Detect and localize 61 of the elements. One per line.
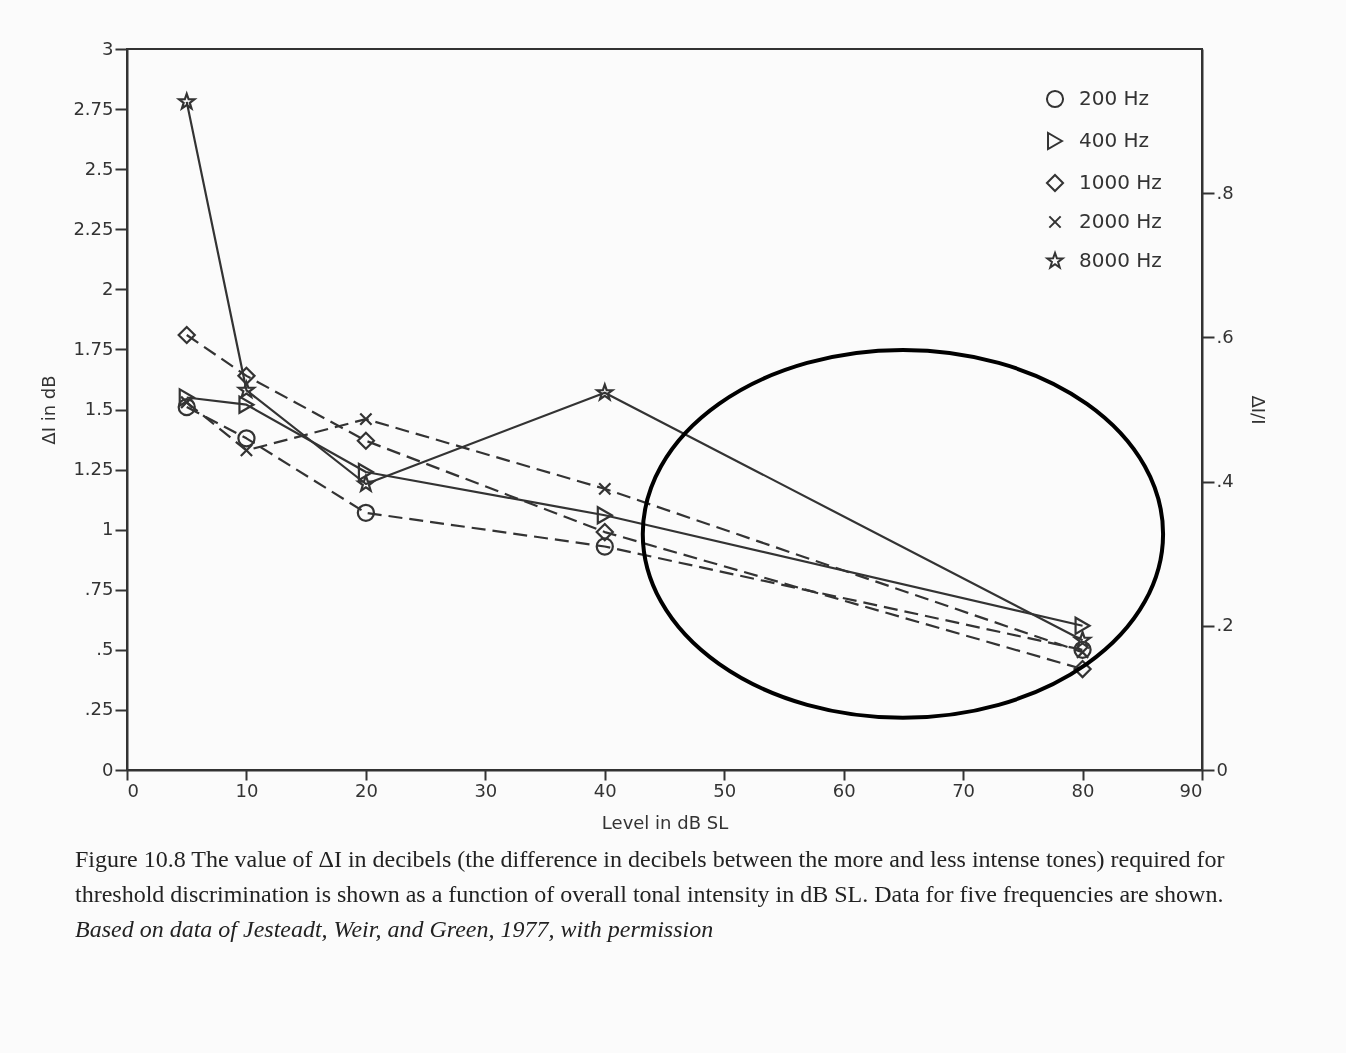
x-tick-label: 50: [713, 779, 737, 801]
text: Based on data of Jesteadt, Weir, and Green, 1977, with permission: [75, 914, 715, 944]
legend-label: 200 Hz: [1079, 86, 1150, 110]
point: [178, 388, 195, 407]
legend-label: 8000 Hz: [1079, 248, 1162, 272]
x-tick-label: 0: [127, 779, 139, 801]
y-tick-label: .75: [84, 578, 114, 600]
point: [1074, 616, 1091, 635]
x-tick-label: 70: [952, 779, 976, 801]
point: [238, 395, 255, 414]
y-tick-label: .5: [96, 638, 114, 660]
legend-label: 400 Hz: [1079, 128, 1150, 152]
point: [1071, 630, 1094, 650]
y2-tick-label: .4: [1216, 470, 1234, 492]
y2-tick-label: .6: [1216, 325, 1234, 347]
point: [356, 503, 376, 522]
y-tick-label: 2.75: [73, 97, 114, 119]
point: [594, 381, 616, 402]
y-tick-label: 2: [102, 277, 114, 299]
y2-tick-label: 0: [1216, 758, 1228, 780]
x-tick-label: 60: [832, 779, 856, 801]
point: [598, 482, 612, 496]
y-tick-label: 3: [102, 37, 114, 59]
point: [239, 443, 254, 458]
y-tick-label: 1: [102, 518, 114, 540]
x-tick-label: 30: [474, 779, 498, 801]
caption: Figure 10.8 The value of ΔI in decibels (the difference in decibels between the more and less intense tones) required for threshold discrimination is shown as a function of overall tonal intensity in dB SL. Data for five frequencies are shown.: [75, 845, 1226, 909]
y2-axis-title: ΔI/I: [1247, 395, 1269, 425]
point: [237, 366, 256, 386]
y2-tick-label: .2: [1216, 614, 1234, 636]
y-tick-label: 2.5: [84, 157, 114, 179]
y-tick-label: 1.5: [84, 398, 114, 419]
point: [357, 462, 374, 482]
x-tick-label: 10: [235, 779, 259, 801]
point: [596, 506, 613, 525]
x-tick-label: 90: [1179, 779, 1203, 801]
point: [176, 90, 198, 111]
legend-label: 1000 Hz: [1079, 170, 1162, 194]
point: [235, 379, 258, 400]
y-tick-label: 0: [102, 758, 114, 780]
y-axis-title: ΔI in dB: [38, 375, 60, 445]
point: [359, 412, 373, 426]
y-tick-label: 1.75: [73, 337, 114, 359]
point: [177, 397, 196, 417]
y-tick-label: .25: [84, 698, 114, 720]
point: [177, 325, 196, 345]
point: [595, 522, 614, 542]
x-tick-label: 20: [354, 779, 378, 801]
point: [1073, 640, 1092, 659]
point: [1073, 659, 1092, 679]
y-tick-label: 1.25: [73, 458, 114, 480]
y2-tick-label: .8: [1216, 181, 1234, 203]
x-tick-label: 80: [1071, 779, 1095, 801]
legend-label: 2000 Hz: [1079, 209, 1162, 233]
point: [356, 431, 376, 450]
x-axis-title: Level in dB SL: [601, 811, 729, 833]
point: [1075, 645, 1090, 659]
x-tick-label: 40: [593, 779, 617, 801]
y-tick-label: 2.25: [73, 217, 114, 239]
point: [237, 429, 256, 448]
point: [595, 537, 614, 556]
